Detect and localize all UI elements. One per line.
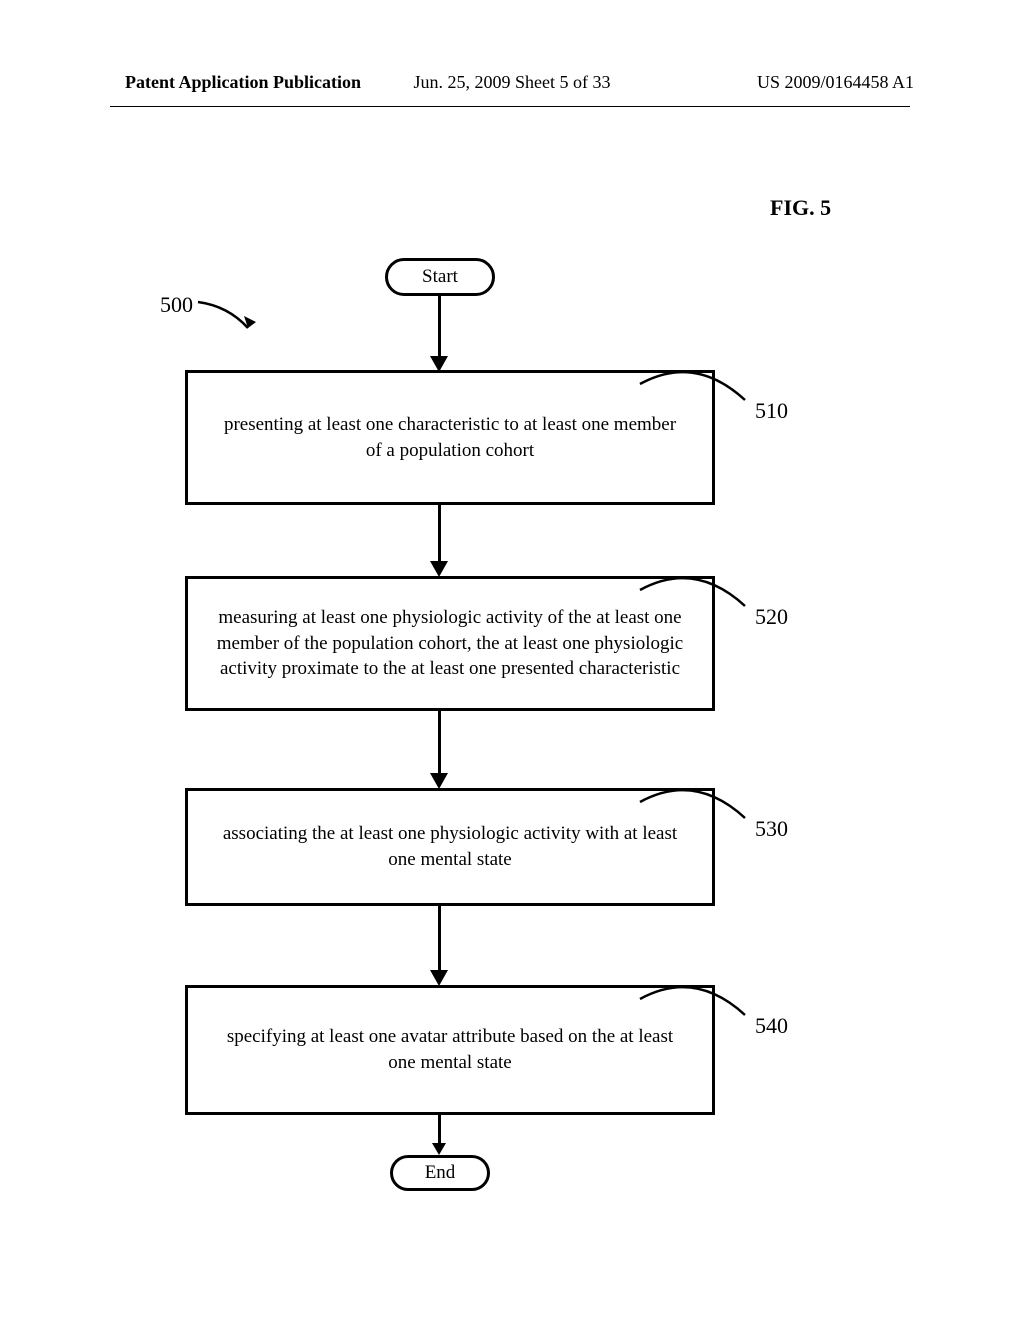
node-530-text: associating the at least one physiologic… [218,821,682,872]
leader-500 [198,300,268,340]
leader-510 [640,362,770,412]
arrow-540-end-head [432,1143,446,1155]
node-end: End [390,1155,490,1191]
arrow-520-530 [438,711,441,775]
ref-510: 510 [755,398,788,424]
ref-520: 520 [755,604,788,630]
arrow-start-510 [438,296,441,358]
node-510-text: presenting at least one characteristic t… [218,412,682,463]
ref-530: 530 [755,816,788,842]
arrow-510-520 [438,505,441,563]
arrow-530-540 [438,906,441,972]
node-540-text: specifying at least one avatar attribute… [218,1024,682,1075]
leader-520 [640,568,770,618]
node-540: specifying at least one avatar attribute… [185,985,715,1115]
node-520: measuring at least one physiologic activ… [185,576,715,711]
flowchart: Start presenting at least one characteri… [0,0,1024,1320]
node-end-label: End [425,1162,456,1184]
arrow-520-530-head [430,773,448,789]
arrow-510-520-head [430,561,448,577]
leader-530 [640,780,770,830]
leader-540 [640,977,770,1027]
arrow-540-end [438,1115,441,1145]
node-start-label: Start [422,266,458,288]
node-510: presenting at least one characteristic t… [185,370,715,505]
node-520-text: measuring at least one physiologic activ… [208,605,692,682]
node-530: associating the at least one physiologic… [185,788,715,906]
node-start: Start [385,258,495,296]
ref-540: 540 [755,1013,788,1039]
ref-500: 500 [160,292,193,318]
arrow-530-540-head [430,970,448,986]
